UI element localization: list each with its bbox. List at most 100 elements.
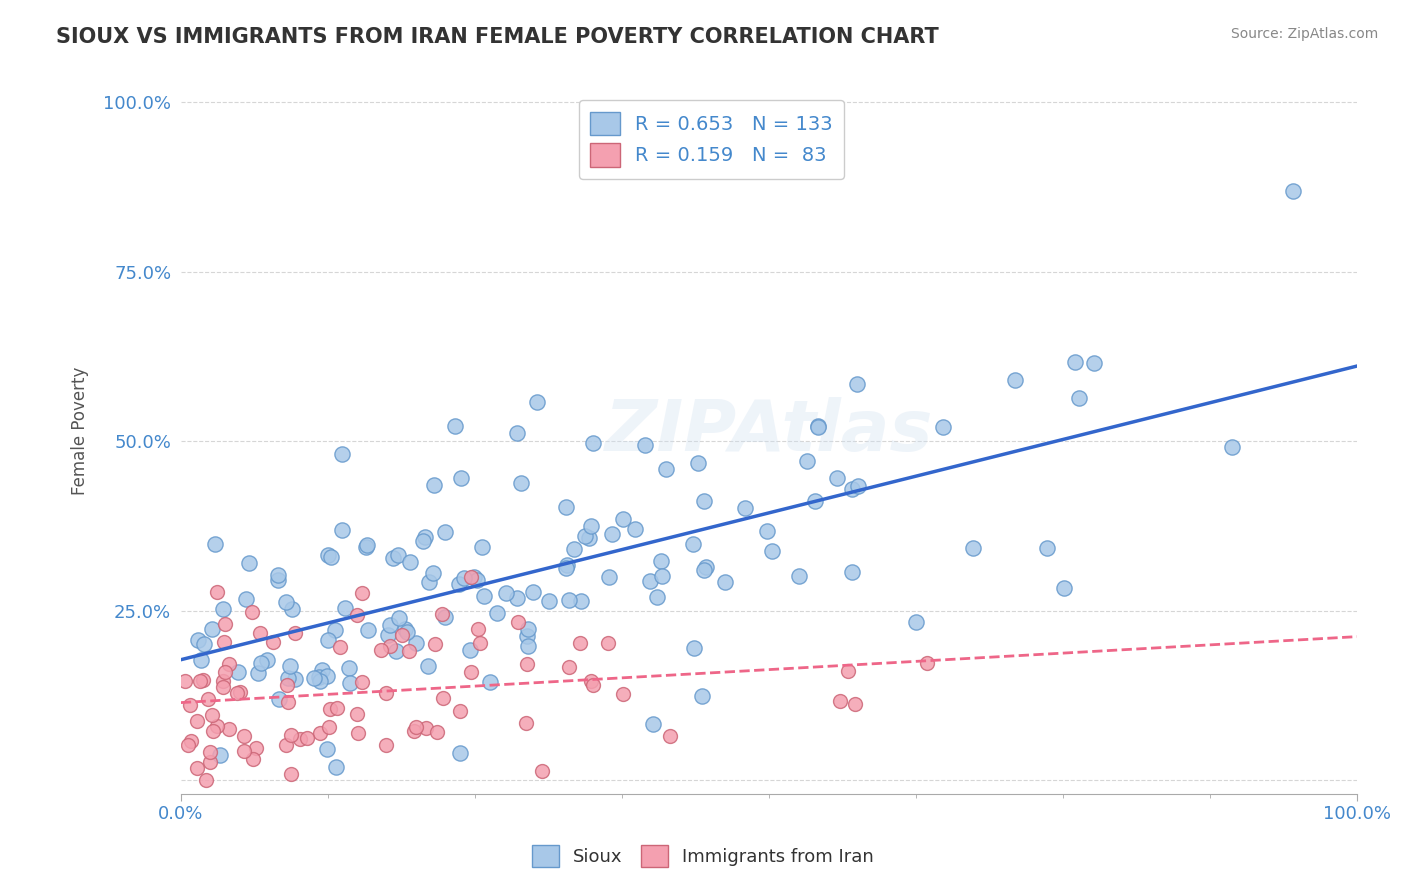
Point [395,625,418,640]
Point [330,524,353,538]
Point [569,594,592,608]
Point [692,689,714,703]
Point [356,538,378,552]
Point [267,568,290,582]
Point [245,740,267,755]
Point [405,636,427,650]
Point [284,625,307,640]
Point [683,641,706,656]
Point [278,659,301,673]
Point [280,767,302,781]
Text: SIOUX VS IMMIGRANTS FROM IRAN FEMALE POVERTY CORRELATION CHART: SIOUX VS IMMIGRANTS FROM IRAN FEMALE POV… [56,27,939,46]
Point [290,732,312,747]
Point [470,636,492,650]
Point [449,577,471,591]
Point [325,759,347,773]
Point [218,657,240,671]
Point [378,639,401,653]
Point [382,551,405,566]
Point [211,602,233,616]
Point [339,676,361,690]
Point [204,537,226,551]
Point [398,644,420,658]
Point [201,707,224,722]
Point [932,420,955,434]
Point [194,773,217,788]
Point [650,554,672,568]
Point [346,608,368,623]
Point [582,678,605,692]
Point [825,471,848,485]
Point [174,674,197,689]
Point [380,618,402,632]
Point [186,714,208,729]
Point [479,675,502,690]
Point [645,590,668,604]
Point [460,665,482,679]
Point [374,686,396,700]
Point [844,697,866,711]
Point [387,548,409,562]
Point [249,656,271,670]
Point [508,615,530,630]
Point [449,746,471,760]
Point [209,747,232,762]
Point [659,729,682,743]
Point [641,717,664,731]
Point [904,615,927,629]
Point [225,686,247,700]
Point [329,640,352,655]
Point [516,629,538,643]
Point [394,623,416,637]
Point [1064,355,1087,369]
Point [418,575,440,590]
Point [555,558,578,573]
Point [193,637,215,651]
Point [277,671,299,685]
Point [600,526,623,541]
Point [201,622,224,636]
Point [281,602,304,616]
Point [352,586,374,600]
Point [249,626,271,640]
Point [693,494,716,508]
Point [453,571,475,585]
Point [537,594,560,608]
Point [458,642,481,657]
Point [191,673,214,687]
Point [505,591,527,605]
Point [516,622,538,636]
Point [651,569,673,583]
Point [274,738,297,752]
Point [433,610,456,624]
Point [531,764,554,778]
Point [276,678,298,692]
Point [263,635,285,649]
Point [495,586,517,600]
Point [432,607,454,621]
Point [841,482,863,496]
Point [235,591,257,606]
Point [423,478,446,492]
Point [309,725,332,739]
Point [804,494,827,508]
Point [311,663,333,677]
Point [444,418,467,433]
Point [346,707,368,722]
Point [413,530,436,544]
Point [517,640,540,654]
Point [574,529,596,543]
Point [828,693,851,707]
Point [1004,372,1026,386]
Point [330,447,353,461]
Point [316,669,339,683]
Point [467,622,489,636]
Point [1069,391,1091,405]
Point [318,721,340,735]
Point [612,512,634,526]
Point [180,733,202,747]
Point [460,570,482,584]
Point [232,729,254,743]
Point [197,691,219,706]
Text: ZIPAtlas: ZIPAtlas [605,397,934,466]
